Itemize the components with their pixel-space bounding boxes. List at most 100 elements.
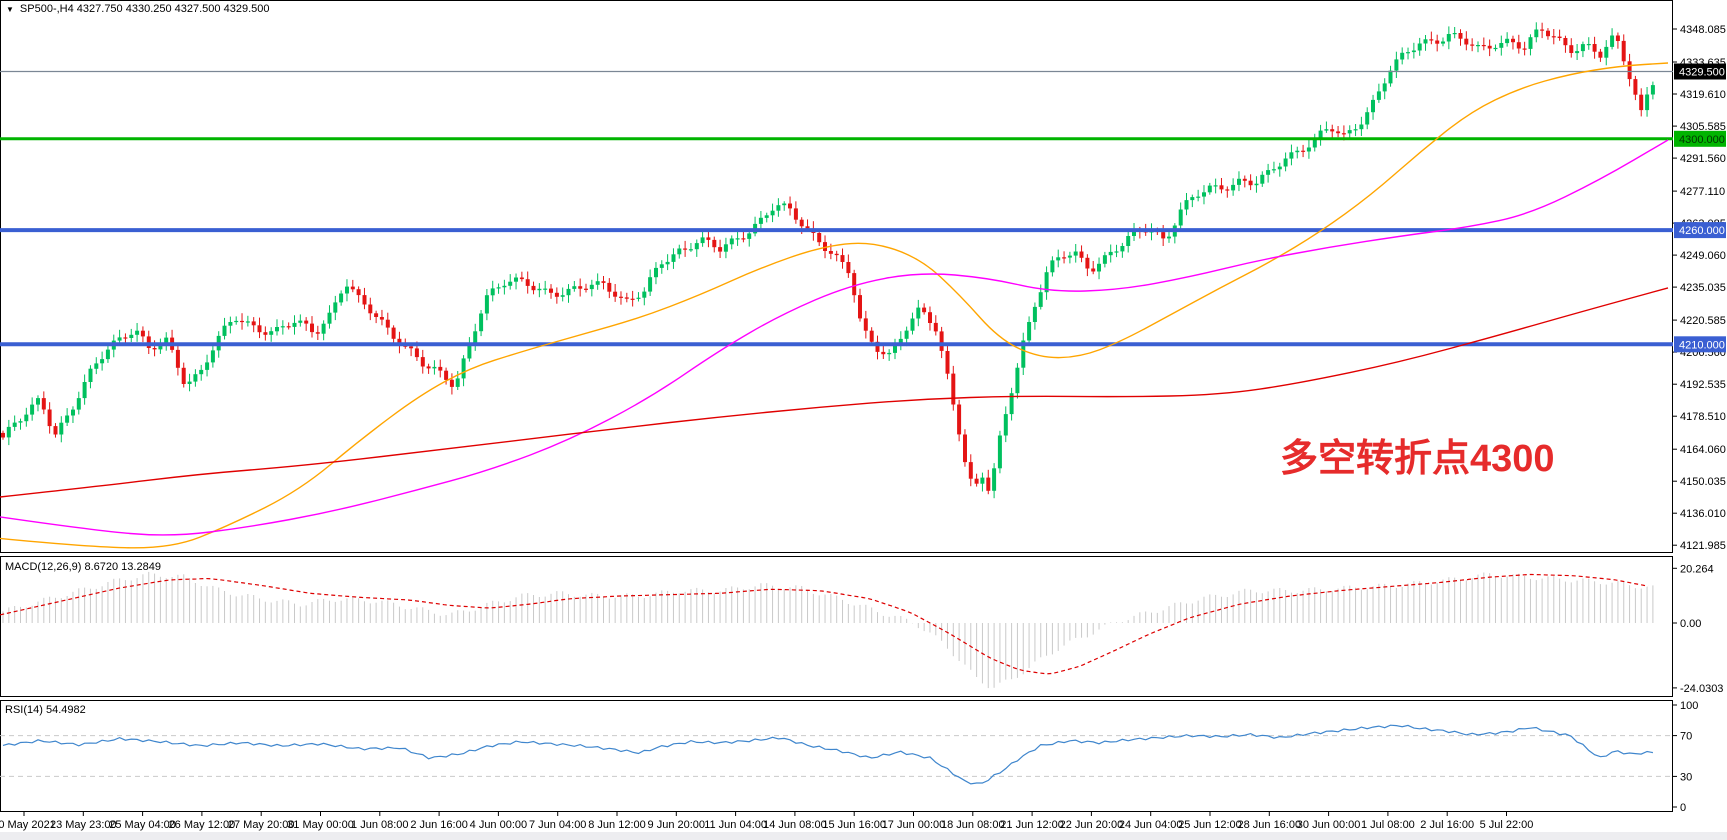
candle-body	[776, 205, 781, 211]
candle-body	[869, 330, 874, 342]
candle-body	[263, 332, 268, 335]
candle-body	[479, 313, 484, 332]
candle-body	[770, 210, 775, 216]
candle-body	[1015, 367, 1020, 394]
candle-body	[543, 288, 548, 290]
candle-body	[887, 352, 892, 355]
rsi-line	[2, 724, 1654, 785]
candle-body	[1493, 47, 1498, 50]
candle-body	[1289, 152, 1294, 159]
candle-body	[1277, 166, 1282, 170]
price-tick-label: 4121.985	[1680, 540, 1726, 552]
candle-body	[30, 404, 35, 415]
candle-body	[1476, 45, 1480, 47]
candle-body	[420, 357, 425, 367]
candle-body	[327, 312, 332, 324]
candle-body	[1318, 130, 1323, 139]
candle-body	[1021, 340, 1026, 368]
time-label: 15 Jun 16:00	[822, 819, 886, 831]
candle-body	[1423, 39, 1428, 44]
candle-body	[1050, 260, 1055, 273]
macd-signal-line	[0, 573, 1649, 675]
candle-body	[245, 321, 250, 323]
candle-body	[1178, 209, 1183, 226]
candle-body	[968, 462, 973, 479]
price-badge	[1674, 63, 1726, 80]
candle-body	[992, 468, 997, 491]
candle-body	[1213, 185, 1218, 187]
candle-body	[688, 249, 693, 251]
candle-body	[584, 288, 588, 290]
time-label: 2 Jul 16:00	[1420, 819, 1474, 831]
candle-body	[1575, 51, 1580, 54]
candle-body	[210, 350, 215, 363]
candle-body	[1557, 36, 1562, 38]
mid-ma-magenta	[0, 139, 1669, 536]
candle-body	[1470, 44, 1475, 46]
time-axis[interactable]	[0, 812, 1673, 832]
time-label: 2 Jun 16:00	[410, 819, 468, 831]
macd-axis-label: 0.00	[1680, 618, 1701, 630]
candle-body	[1225, 189, 1230, 191]
candle-body	[1330, 129, 1335, 132]
candle-body	[473, 331, 478, 344]
candle-body	[741, 238, 746, 240]
candle-body	[974, 478, 979, 484]
time-label: 7 Jun 04:00	[529, 819, 587, 831]
candle-body	[817, 233, 822, 243]
main-pane[interactable]	[0, 0, 1673, 553]
candle-body	[1167, 236, 1171, 239]
candle-body	[1505, 38, 1510, 44]
candle-body	[619, 296, 623, 298]
candle-body	[700, 237, 705, 244]
time-label: 31 May 00:00	[287, 819, 354, 831]
candle-body	[449, 379, 454, 387]
candle-body	[834, 253, 839, 256]
candle-body	[461, 358, 466, 379]
symbol-dropdown-icon[interactable]: ▼	[6, 4, 14, 14]
candle-body	[240, 320, 244, 323]
candle-body	[280, 326, 285, 328]
candle-body	[1516, 42, 1521, 49]
candle-body	[140, 330, 145, 337]
candle-body	[764, 215, 769, 218]
candle-body	[1645, 94, 1650, 111]
macd-indicator-label: MACD(12,26,9) 8.6720 13.2849	[5, 561, 161, 573]
candle-body	[945, 351, 950, 374]
candle-body	[910, 318, 915, 331]
candle-body	[455, 378, 460, 387]
candle-body	[694, 243, 699, 250]
candle-body	[1353, 129, 1358, 131]
candle-body	[1388, 70, 1393, 84]
candle-body	[1458, 33, 1463, 39]
candle-body	[1569, 45, 1574, 53]
candle-body	[356, 289, 361, 296]
rsi-pane[interactable]	[0, 700, 1673, 812]
price-tick-label: 4150.035	[1680, 476, 1726, 488]
candle-body	[12, 422, 17, 427]
candle-body	[595, 281, 600, 285]
price-tick-label: 4136.010	[1680, 508, 1726, 520]
candle-body	[18, 421, 23, 423]
candle-body	[607, 282, 612, 292]
time-label: 4 Jun 00:00	[470, 819, 528, 831]
time-label: 28 Jun 16:00	[1237, 819, 1301, 831]
candle-body	[624, 297, 629, 299]
macd-pane[interactable]	[0, 556, 1673, 697]
candle-body	[1406, 52, 1410, 54]
rsi-axis-label: 30	[1680, 771, 1692, 783]
candle-body	[362, 295, 367, 305]
macd-axis-label: -24.0303	[1680, 683, 1723, 695]
time-label: 11 Jun 04:00	[704, 819, 767, 831]
price-tick-label: 4348.085	[1680, 24, 1726, 36]
candle-body	[549, 288, 553, 293]
candle-body	[1161, 232, 1166, 239]
chart-title: SP500-,H4 4327.750 4330.250 4327.500 432…	[19, 3, 270, 15]
candle-body	[1102, 255, 1107, 264]
candle-body	[1190, 197, 1195, 201]
candle-body	[1242, 178, 1247, 181]
candle-body	[531, 285, 536, 291]
candle-body	[671, 254, 676, 262]
candle-body	[980, 477, 985, 484]
